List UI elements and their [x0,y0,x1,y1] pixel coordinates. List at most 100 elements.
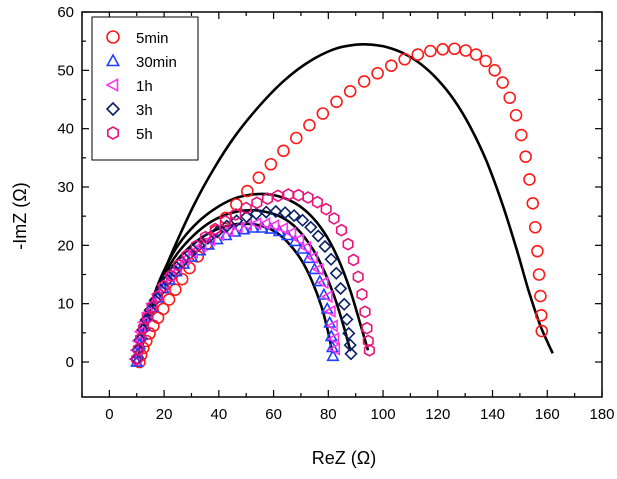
data-point [357,75,371,88]
y-tick-label: 30 [57,179,74,196]
data-point [316,107,330,120]
data-point [384,59,398,72]
data-point [295,213,310,227]
data-points [128,42,549,369]
data-point [528,220,542,234]
data-point [267,218,280,233]
data-point [356,287,368,301]
x-tick-label: 140 [480,406,505,423]
data-point [269,204,283,219]
data-point [316,276,329,290]
legend-marker [105,77,119,93]
data-point [288,234,302,247]
data-point [252,171,266,184]
data-point [343,85,357,98]
y-tick-label: 20 [57,237,74,254]
data-point [448,42,461,56]
data-point [154,283,168,297]
data-point [289,131,303,145]
legend-marker [105,53,121,67]
y-tick-label: 60 [57,4,74,21]
data-point [135,332,147,346]
data-point [181,248,193,262]
data-point [371,66,384,80]
data-point [304,220,318,234]
data-point [156,302,170,316]
data-point [531,244,544,258]
data-point [330,95,343,109]
data-point [219,214,231,228]
data-point [398,52,411,66]
data-point [251,196,263,210]
data-point [459,44,473,57]
data-point [329,266,343,280]
data-point [241,184,254,198]
data-point [190,239,202,253]
data-point [519,150,532,163]
data-point [146,300,158,314]
data-point [201,231,215,245]
data-point [302,191,314,204]
legend-label: 30min [136,54,177,71]
data-point [292,232,305,247]
data-point [311,195,323,209]
data-point [258,217,271,231]
data-point [210,225,224,239]
data-point [148,293,162,307]
data-point [272,189,284,203]
x-tick-label: 20 [156,406,173,423]
data-point [532,268,546,281]
data-point [230,207,242,221]
data-point [221,224,234,238]
data-point [333,281,348,296]
fit-curve [138,42,554,363]
data-point [295,241,309,254]
data-point [277,144,290,158]
data-point [344,347,358,361]
legend-label: 5h [136,126,153,143]
legend-item: 5min [106,30,169,47]
data-point [469,48,483,61]
data-point [342,326,356,341]
y-tick-label: 40 [57,121,74,138]
data-point [261,192,274,206]
legend-marker [106,30,120,44]
data-point [192,238,206,252]
data-point [424,44,437,58]
data-point [311,229,325,243]
x-tick-label: 180 [589,406,614,423]
data-point [152,290,164,304]
data-point [534,309,548,322]
data-point [514,128,528,142]
x-tick-label: 0 [105,406,113,423]
data-point [141,311,153,325]
data-point [359,305,371,319]
data-point [199,230,211,244]
data-point [169,283,182,296]
y-tick-label: 10 [57,296,74,313]
data-point [535,324,549,338]
data-point [282,188,294,202]
data-point [326,349,340,362]
data-point [292,188,305,202]
legend-item: 30min [105,53,177,71]
legend-marker [105,101,121,117]
data-point [337,297,351,311]
data-point [335,223,348,237]
data-point [173,258,185,272]
data-point [303,118,316,132]
data-point [509,108,523,122]
legend-label: 1h [136,78,153,95]
data-point [239,210,254,224]
plot-frame [81,11,603,398]
data-point [276,221,289,235]
data-point [311,262,324,276]
data-point [162,293,176,306]
data-point [479,54,492,68]
data-point [318,239,332,254]
y-axis-ticks: 0 10 20 30 40 50 60 [57,4,602,371]
data-point [343,338,357,352]
data-point [158,279,170,293]
